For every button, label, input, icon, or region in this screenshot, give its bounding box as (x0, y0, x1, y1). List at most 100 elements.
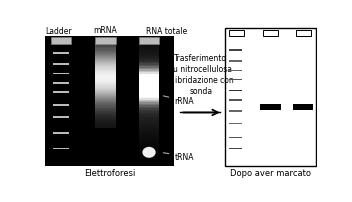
Bar (229, 100, 242, 101)
Bar (139, 145, 159, 147)
Bar (95, 68, 115, 70)
Bar (95, 99, 115, 100)
Bar (229, 123, 242, 125)
Bar (53, 64, 69, 66)
Bar (95, 46, 115, 48)
Bar (229, 50, 242, 52)
Bar (139, 138, 159, 139)
Bar (95, 122, 115, 123)
Bar (95, 79, 115, 80)
Bar (95, 70, 115, 72)
Bar (139, 115, 159, 116)
Bar (229, 80, 242, 81)
Bar (95, 81, 115, 82)
Bar (139, 116, 159, 118)
Bar (95, 83, 115, 84)
Bar (95, 112, 115, 114)
Bar (139, 106, 159, 108)
Bar (95, 120, 115, 121)
Bar (139, 93, 159, 95)
Bar (139, 155, 159, 157)
Bar (95, 100, 115, 101)
Bar (139, 48, 159, 50)
Bar (95, 88, 115, 90)
Bar (95, 50, 115, 52)
Bar (139, 51, 159, 53)
Bar (95, 111, 115, 113)
Bar (139, 117, 159, 119)
Bar (95, 124, 115, 125)
Bar (139, 148, 159, 149)
Bar (260, 104, 281, 110)
Bar (95, 85, 115, 86)
Text: Ladder: Ladder (45, 27, 72, 36)
Bar (139, 158, 159, 160)
Bar (139, 142, 159, 144)
Bar (95, 60, 115, 61)
Bar (95, 125, 115, 126)
Bar (95, 91, 115, 93)
Bar (53, 73, 69, 75)
Bar (139, 61, 159, 63)
Bar (139, 87, 159, 89)
Bar (139, 94, 159, 96)
Bar (139, 129, 159, 131)
Bar (139, 135, 159, 137)
Bar (139, 99, 159, 101)
Bar (95, 102, 115, 103)
Text: mRNA: mRNA (94, 25, 117, 34)
Bar (95, 87, 115, 88)
Bar (95, 108, 115, 109)
Bar (229, 137, 242, 139)
Bar (95, 77, 115, 78)
Bar (95, 110, 115, 112)
Bar (95, 92, 115, 94)
Bar (139, 125, 159, 126)
Bar (95, 72, 115, 74)
Text: tRNA: tRNA (163, 152, 194, 161)
Bar (95, 107, 115, 108)
Bar (139, 45, 159, 47)
Bar (229, 61, 242, 62)
Bar (139, 140, 159, 142)
Bar (139, 77, 159, 79)
Bar (225, 29, 316, 167)
Bar (139, 54, 159, 56)
Bar (139, 153, 159, 155)
Bar (139, 102, 159, 103)
Bar (139, 58, 159, 60)
Bar (95, 63, 115, 64)
Bar (139, 146, 159, 148)
Bar (95, 58, 115, 59)
Bar (139, 96, 159, 98)
Bar (51, 38, 71, 44)
Bar (139, 100, 159, 102)
Bar (139, 156, 159, 158)
Bar (95, 54, 115, 55)
Bar (139, 38, 159, 44)
Bar (95, 106, 115, 107)
Bar (139, 139, 159, 141)
Bar (139, 112, 159, 114)
Bar (139, 60, 159, 62)
Bar (139, 104, 159, 106)
Bar (139, 53, 159, 55)
Bar (95, 97, 115, 98)
Bar (45, 37, 174, 167)
Bar (139, 57, 159, 59)
Bar (139, 130, 159, 132)
Bar (139, 152, 159, 154)
Bar (296, 31, 311, 37)
Bar (139, 97, 159, 99)
Bar (139, 109, 159, 111)
Bar (95, 65, 115, 66)
Bar (95, 62, 115, 63)
Bar (139, 67, 159, 69)
Bar (139, 80, 159, 82)
Bar (95, 38, 115, 44)
Bar (95, 114, 115, 116)
Bar (139, 92, 159, 93)
Bar (139, 107, 159, 109)
Bar (95, 113, 115, 115)
Bar (95, 61, 115, 62)
